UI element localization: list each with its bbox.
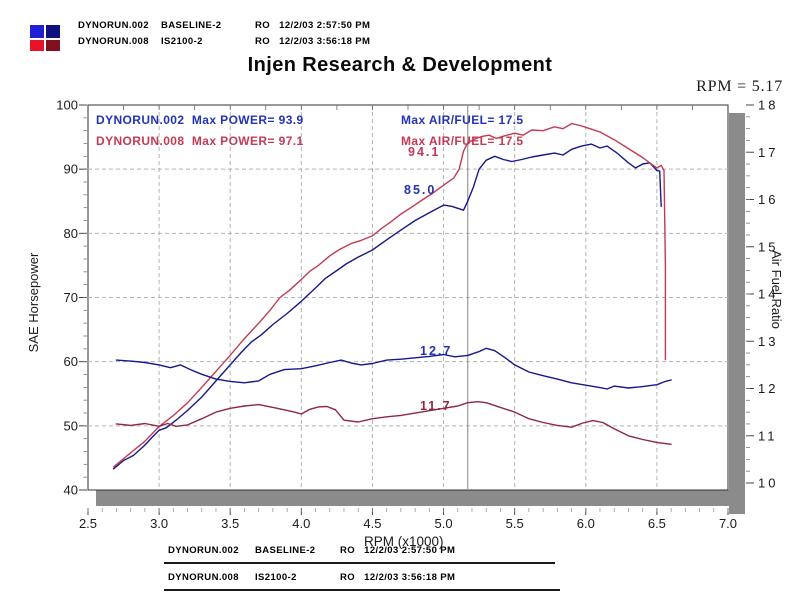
y-axis-right-tick-label: 17 [758, 145, 778, 160]
footer-run2-label: IS2100-2 [255, 572, 297, 583]
footer-run1-label: BASELINE-2 [255, 545, 316, 556]
y-axis-right-tick-label: 12 [758, 381, 778, 396]
y-axis-left-tick-label: 50 [64, 418, 78, 433]
x-axis-title: RPM (x1000) [364, 534, 444, 549]
x-axis-tick-label: 4.5 [363, 516, 381, 531]
logo-square-blue [30, 25, 44, 38]
legend-airfuel-label: Max AIR/FUEL= 17.5 [401, 134, 523, 148]
plot-shadow-bottom [96, 490, 745, 506]
footer-run1-file: DYNORUN.002 [168, 545, 239, 556]
header-run1-stamp: RO 12/2/03 2:57:50 PM [255, 20, 371, 31]
legend-run-power-label: DYNORUN.002 Max POWER= 93.9 [96, 113, 304, 127]
footer-run1-stamp: RO 12/2/03 2:57:50 PM [340, 545, 456, 556]
x-axis-tick-label: 7.0 [719, 516, 737, 531]
y-axis-right-tick-label: 14 [758, 287, 778, 302]
y-axis-right-title: Air Fuel Ratio [769, 250, 784, 329]
header-run2-stamp: RO 12/2/03 3:56:18 PM [255, 36, 371, 47]
y-axis-left-tick-label: 80 [64, 226, 78, 241]
cursor-value-power-dynorun-002: 85.0 [404, 183, 436, 197]
page-title: Injen Research & Development [247, 54, 553, 76]
footer-rule-2 [164, 589, 560, 591]
y-axis-right-tick-label: 13 [758, 334, 778, 349]
y-axis-right-tick-label: 11 [758, 428, 778, 443]
x-axis-tick-label: 3.5 [221, 516, 239, 531]
legend-run-power-label: DYNORUN.008 Max POWER= 97.1 [96, 134, 304, 148]
x-axis-tick-label: 3.0 [150, 516, 168, 531]
x-axis-tick-label: 6.5 [648, 516, 666, 531]
y-axis-right-tick-label: 16 [758, 192, 778, 207]
footer-rule-1 [164, 562, 555, 564]
plot-area [87, 104, 729, 491]
app-logo-squares-icon [30, 25, 62, 52]
logo-square-red [30, 40, 44, 51]
x-axis-tick-label: 2.5 [79, 516, 97, 531]
y-axis-left-tick-label: 40 [64, 483, 78, 498]
logo-square-darkred [46, 40, 60, 51]
logo-square-navy [46, 25, 60, 38]
plot-shadow-right [729, 113, 745, 514]
y-axis-right-tick-label: 18 [758, 98, 778, 113]
y-axis-right-tick-label: 15 [758, 239, 778, 254]
y-axis-right-tick-label: 10 [758, 476, 778, 491]
power-dynorun-002-curve [112, 143, 662, 470]
y-axis-left-title: SAE Horsepower [26, 252, 41, 352]
cursor-value-af-dynorun-008: 11.7 [420, 399, 452, 413]
header-run1-file: DYNORUN.002 [78, 20, 149, 31]
footer-run2-stamp: RO 12/2/03 3:56:18 PM [340, 572, 456, 583]
af-dynorun-008-curve [115, 401, 672, 445]
power-dynorun-008-curve [112, 122, 667, 468]
header-run2-label: IS2100-2 [161, 36, 203, 47]
y-axis-left-tick-label: 100 [56, 98, 78, 113]
cursor-value-power-dynorun-008: 94.1 [408, 145, 440, 159]
footer-run2-file: DYNORUN.008 [168, 572, 239, 583]
rpm-cursor-readout: RPM = 5.17 [696, 78, 783, 95]
header-run2-file: DYNORUN.008 [78, 36, 149, 47]
y-axis-left-tick-label: 60 [64, 354, 78, 369]
x-axis-tick-label: 5.5 [506, 516, 524, 531]
header-run1-label: BASELINE-2 [161, 20, 222, 31]
x-axis-tick-label: 4.0 [292, 516, 310, 531]
cursor-value-af-dynorun-002: 12.7 [420, 344, 452, 358]
x-axis-tick-label: 5.0 [435, 516, 453, 531]
af-dynorun-002-curve [115, 347, 672, 390]
y-axis-left-tick-label: 70 [64, 290, 78, 305]
legend-airfuel-label: Max AIR/FUEL= 17.5 [401, 113, 523, 127]
x-axis-tick-label: 6.0 [577, 516, 595, 531]
y-axis-left-tick-label: 90 [64, 162, 78, 177]
